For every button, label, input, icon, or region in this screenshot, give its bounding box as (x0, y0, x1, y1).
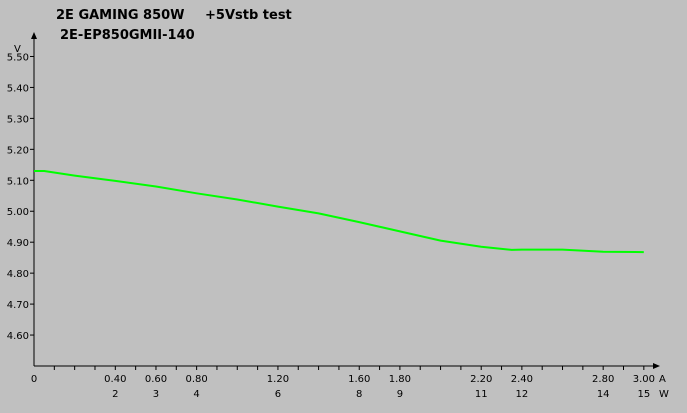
y-tick-label: 4.80 (7, 269, 29, 280)
y-tick-label: 4.60 (7, 331, 29, 342)
x-axis-unit-label: A (659, 374, 666, 385)
ticks: 4.60 4.70 4.80 4.90 5.00 5.10 5.20 5.30 5.40 5.50… (7, 52, 655, 400)
series (34, 170, 644, 254)
y-tick-label: 5.30 (7, 114, 29, 125)
x2-tick-label: 2 (112, 389, 118, 400)
x-tick-label: 1.80 (389, 374, 411, 385)
y-tick-label: 5.50 (7, 52, 29, 63)
x2-tick-label: 3 (153, 389, 159, 400)
x-axis-arrow (653, 363, 660, 369)
x2-tick-label: 6 (275, 389, 281, 400)
x2-tick-label: 4 (193, 389, 199, 400)
y-axis-unit-label: V (14, 44, 21, 55)
chart-title-line-2: 2E-EP850GMII-140 (60, 28, 195, 43)
x-tick-label: 0.80 (185, 374, 207, 385)
x2-tick-label: 11 (475, 389, 488, 400)
x2-tick-label: 8 (356, 389, 362, 400)
x-tick-label: 2.40 (511, 374, 533, 385)
x2-tick-label: 15 (637, 389, 650, 400)
x-tick-label: 0 (31, 374, 37, 385)
x2-tick-label: 14 (597, 389, 610, 400)
x-tick-label: 1.60 (348, 374, 370, 385)
x-tick-label: 0.60 (145, 374, 167, 385)
x2-tick-label: 9 (397, 389, 403, 400)
y-tick-label: 4.70 (7, 300, 29, 311)
x-tick-label: 2.80 (592, 374, 614, 385)
x2-tick-label: 12 (516, 389, 529, 400)
y-tick-label: 5.20 (7, 145, 29, 156)
y-tick-label: 5.00 (7, 207, 29, 218)
x-tick-label: 1.20 (267, 374, 289, 385)
x-tick-label: 0.40 (104, 374, 126, 385)
x-tick-label: 2.20 (470, 374, 492, 385)
y-tick-label: 5.40 (7, 83, 29, 94)
y-tick-label: 4.90 (7, 238, 29, 249)
x-tick-label: 3.00 (633, 374, 655, 385)
x2-axis-unit-label: W (659, 389, 669, 400)
axes (31, 32, 660, 369)
voltage-series-line (34, 170, 644, 254)
y-tick-label: 5.10 (7, 176, 29, 187)
chart-subtitle: +5Vstb test (205, 8, 292, 23)
y-axis-arrow (31, 32, 37, 39)
chart-title-line-1: 2E GAMING 850W (56, 8, 185, 23)
